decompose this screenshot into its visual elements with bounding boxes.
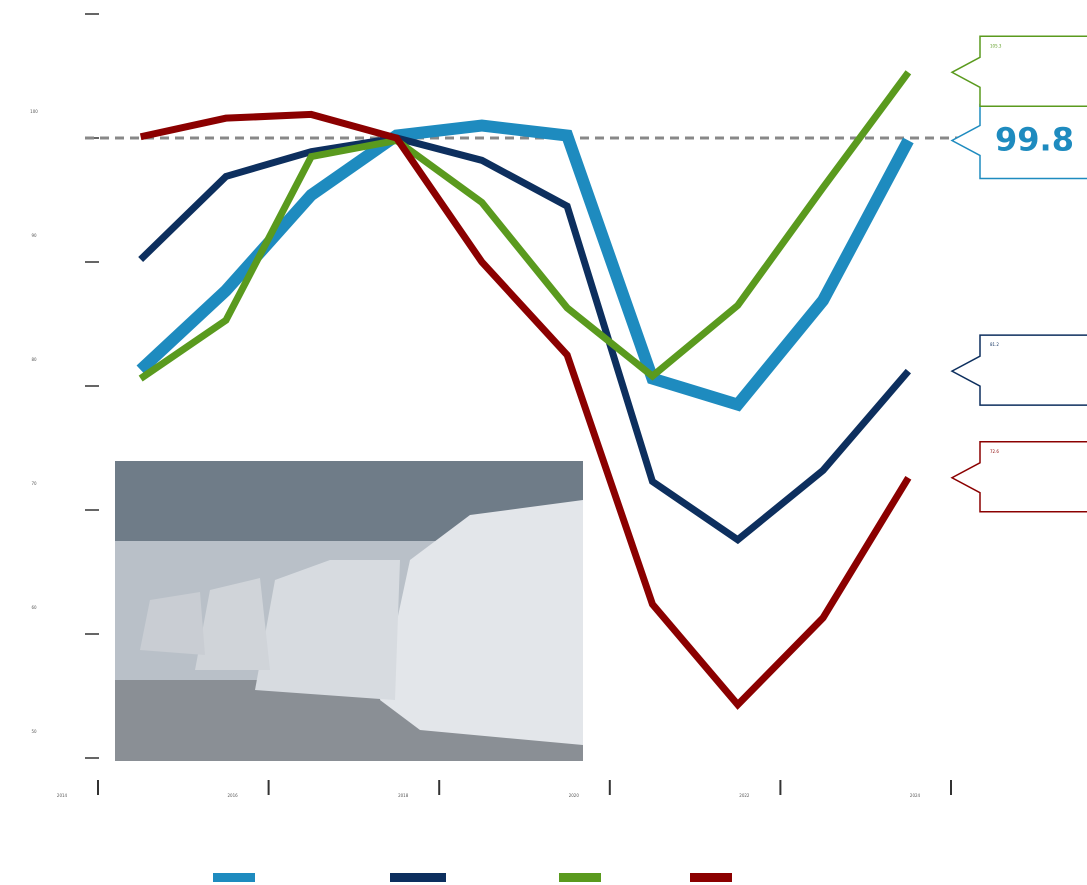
x-tick-label: 2018 — [398, 793, 409, 798]
y-tick-label: 50 — [31, 729, 37, 734]
x-tick-label: 2022 — [739, 793, 750, 798]
y-tick-label: 90 — [31, 233, 37, 238]
photo — [115, 461, 583, 761]
x-tick-label: 2014 — [57, 793, 68, 798]
y-tick-label: 70 — [31, 481, 37, 486]
callout-value: 81.2 — [990, 342, 999, 347]
y-tick-label: 80 — [31, 357, 37, 362]
callout — [950, 334, 1087, 406]
series-line — [138, 70, 912, 382]
x-tick-label: 2016 — [228, 793, 239, 798]
legend-swatch — [213, 873, 255, 882]
x-tick-label: 2024 — [910, 793, 921, 798]
series-line — [139, 110, 912, 710]
callout — [950, 441, 1087, 513]
y-tick-label: 60 — [31, 605, 37, 610]
y-tick-label: 100 — [30, 109, 38, 114]
callout-value: 105.3 — [990, 43, 1002, 48]
legend-swatch — [690, 873, 732, 882]
callout-value: 72.6 — [990, 449, 999, 454]
legend-swatch — [390, 873, 446, 882]
series-line — [138, 134, 912, 545]
callout-value: 99.8 — [995, 120, 1074, 158]
x-tick-label: 2020 — [569, 793, 580, 798]
callout — [950, 35, 1087, 108]
legend-swatch — [559, 873, 601, 882]
